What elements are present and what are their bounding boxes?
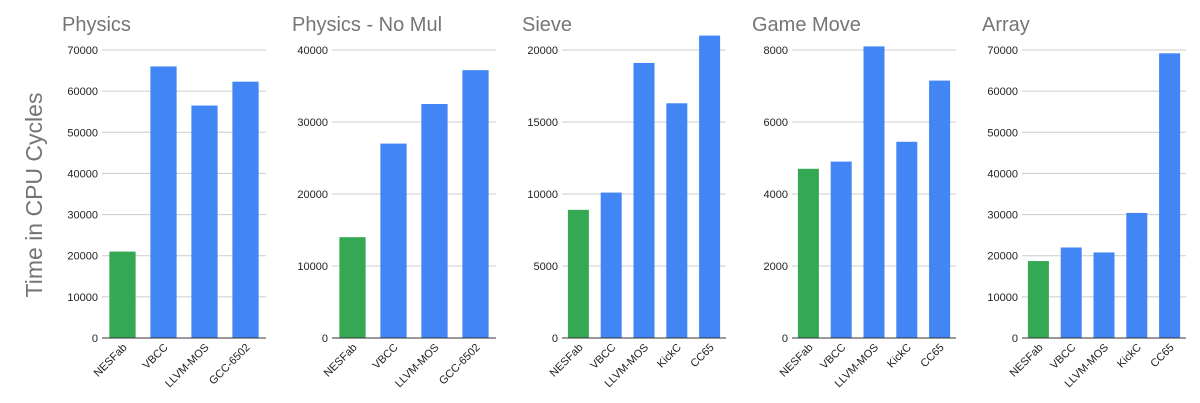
x-tick-label: NESFab (548, 342, 586, 380)
y-tick-label: 2000 (764, 261, 788, 273)
y-tick-label: 60000 (987, 86, 1018, 98)
x-tick-label: GCC-6502 (207, 342, 253, 388)
bar-gcc-6502 (232, 81, 259, 339)
bar-llvm-mos (633, 62, 655, 339)
bar-nesfab (1027, 261, 1049, 338)
bar-llvm-mos (421, 104, 448, 338)
y-tick-label: 20000 (297, 189, 328, 201)
x-tick-label: GCC-6502 (437, 342, 483, 388)
x-tick-label: VBCC (371, 342, 401, 372)
bar-nesfab (109, 251, 136, 338)
y-tick-label: 20000 (527, 45, 558, 57)
chart-title: Sieve (522, 14, 572, 36)
y-tick-label: 20000 (987, 251, 1018, 263)
x-tick-label: NESFab (778, 342, 816, 380)
bar-vbcc (150, 66, 177, 338)
chart-title: Physics - No Mul (292, 14, 442, 36)
y-tick-label: 70000 (987, 45, 1018, 57)
x-tick-label: KickC (885, 342, 914, 371)
bar-nesfab (797, 168, 819, 338)
y-tick-label: 30000 (67, 210, 98, 222)
bar-llvm-mos (191, 105, 218, 339)
bar-cc65 (1159, 53, 1181, 338)
y-tick-label: 6000 (764, 117, 788, 129)
y-tick-label: 10000 (527, 189, 558, 201)
y-tick-label: 40000 (297, 45, 328, 57)
y-tick-label: 60000 (67, 86, 98, 98)
x-tick-label: CC65 (1148, 342, 1176, 370)
x-tick-label: KickC (1115, 342, 1144, 371)
y-tick-label: 40000 (987, 168, 1018, 180)
x-tick-label: VBCC (818, 342, 848, 372)
bar-kickc (1126, 212, 1148, 338)
bar-cc65 (699, 35, 721, 338)
x-tick-label: LLVM-MOS (393, 342, 442, 391)
bar-gcc-6502 (462, 70, 489, 338)
chart-title: Physics (62, 14, 131, 36)
y-tick-label: 30000 (987, 210, 1018, 222)
y-tick-label: 0 (1012, 333, 1018, 345)
chart-5: Array 0 10000 20000 30000 40000 50000 60000 7000… (982, 14, 1186, 390)
bar-cc65 (929, 80, 951, 338)
y-tick-label: 0 (92, 333, 98, 345)
y-tick-label: 0 (322, 333, 328, 345)
x-tick-label: NESFab (92, 342, 130, 380)
y-tick-label: 0 (782, 333, 788, 345)
x-tick-label: NESFab (322, 342, 360, 380)
y-tick-label: 50000 (67, 127, 98, 139)
y-tick-label: 8000 (764, 45, 788, 57)
x-tick-label: KickC (655, 342, 684, 371)
bar-vbcc (600, 192, 622, 338)
chart-title: Array (982, 14, 1030, 36)
x-tick-label: VBCC (1048, 342, 1078, 372)
y-tick-label: 10000 (987, 292, 1018, 304)
x-tick-label: CC65 (918, 342, 946, 370)
x-tick-label: NESFab (1008, 342, 1046, 380)
bar-vbcc (1060, 247, 1082, 338)
y-tick-label: 20000 (67, 251, 98, 263)
chart-2: Physics - No Mul 0 10000 20000 30000 40000 NES… (292, 14, 496, 390)
chart-title: Game Move (752, 14, 861, 36)
y-tick-label: 10000 (297, 261, 328, 273)
bar-nesfab (567, 209, 589, 338)
chart-1: Physics 0 10000 20000 30000 40000 50000 60000 70… (62, 14, 266, 390)
bar-vbcc (830, 161, 852, 338)
y-tick-label: 70000 (67, 45, 98, 57)
y-tick-label: 40000 (67, 168, 98, 180)
bar-kickc (896, 141, 918, 338)
y-tick-label: 0 (552, 333, 558, 345)
x-tick-label: VBCC (588, 342, 618, 372)
x-tick-label: CC65 (688, 342, 716, 370)
y-tick-label: 50000 (987, 127, 1018, 139)
bar-vbcc (380, 143, 407, 338)
y-tick-label: 10000 (67, 292, 98, 304)
bar-kickc (666, 103, 688, 338)
y-axis-label: Time in CPU Cycles (21, 93, 47, 298)
bar-llvm-mos (1093, 252, 1115, 338)
y-tick-label: 4000 (764, 189, 788, 201)
y-tick-label: 5000 (534, 261, 558, 273)
bar-llvm-mos (863, 46, 885, 339)
bar-nesfab (339, 237, 366, 338)
x-tick-label: LLVM-MOS (163, 342, 212, 391)
x-tick-label: VBCC (141, 342, 171, 372)
y-tick-label: 30000 (297, 117, 328, 129)
y-tick-label: 15000 (527, 117, 558, 129)
